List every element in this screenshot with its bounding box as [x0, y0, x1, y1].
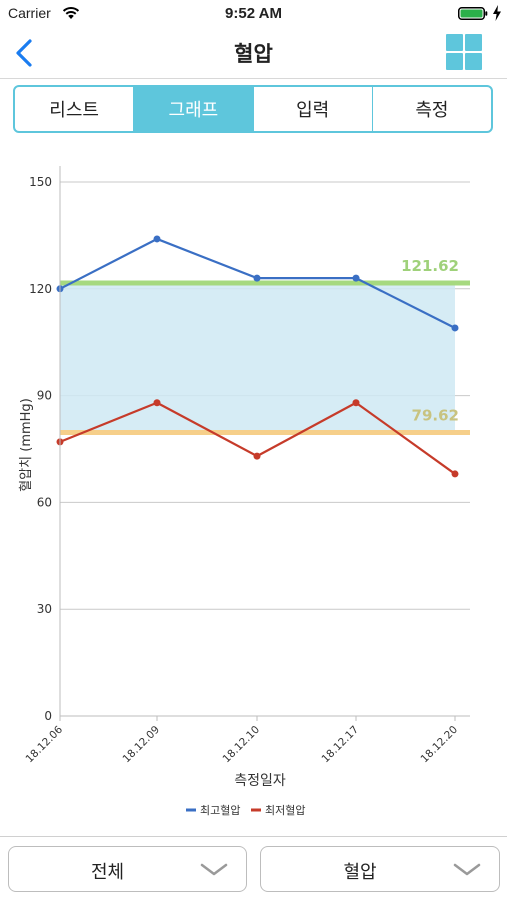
nav-bar: 혈압 [0, 28, 507, 79]
tab-graph[interactable]: 그래프 [133, 87, 253, 131]
view-tabs: 리스트 그래프 입력 측정 [13, 85, 493, 133]
chevron-down-icon [453, 863, 481, 876]
data-point [451, 324, 459, 332]
carrier-label: Carrier [8, 5, 51, 21]
page-title: 혈압 [234, 42, 273, 66]
grid-icon [465, 34, 482, 51]
grid-icon [465, 53, 482, 70]
type-select-value: 혈압 [343, 862, 377, 883]
y-axis-label: 혈압치 (mmHg) [19, 398, 34, 492]
charging-bolt-icon [493, 5, 501, 21]
legend-label: 최고혈압 [200, 803, 240, 817]
chevron-left-icon [16, 39, 32, 67]
y-tick-label: 60 [37, 495, 52, 509]
period-select[interactable]: 전체 [8, 846, 247, 892]
x-tick-label: 18.12.10 [221, 724, 263, 766]
data-point [253, 274, 261, 282]
data-point [153, 399, 161, 407]
data-point [153, 235, 161, 243]
y-tick-label: 150 [29, 175, 52, 189]
reference-line-label: 121.62 [401, 257, 459, 275]
chevron-down-icon [200, 863, 228, 876]
grid-icon [446, 53, 463, 70]
blood-pressure-chart: 0 30 60 90 120 150 121.62 79.62 18.12.06 18.12.… [19, 166, 470, 817]
x-tick-label: 18.12.09 [121, 724, 163, 766]
grid-icon [446, 34, 463, 51]
x-tick-label: 18.12.20 [419, 724, 461, 766]
clock: 9:52 AM [225, 5, 282, 22]
x-tick-label: 18.12.06 [24, 723, 66, 765]
x-axis-label: 측정일자 [234, 773, 286, 789]
y-tick-label: 90 [37, 389, 52, 403]
data-point [352, 399, 360, 407]
legend-label: 최저혈압 [265, 803, 305, 817]
data-point [352, 274, 360, 282]
bottom-toolbar: 전체 혈압 [0, 836, 507, 901]
grid-menu-button[interactable] [444, 32, 484, 72]
back-button[interactable] [10, 36, 40, 70]
data-point [253, 452, 261, 460]
tab-measure[interactable]: 측정 [371, 87, 491, 131]
normal-range-band [60, 283, 455, 433]
reference-line-label: 79.62 [412, 407, 459, 425]
tab-list[interactable]: 리스트 [49, 100, 99, 121]
x-tick-label: 18.12.17 [320, 724, 362, 766]
data-point [451, 470, 459, 478]
tab-input[interactable]: 입력 [252, 87, 372, 131]
status-bar: Carrier 9:52 AM [0, 0, 507, 28]
y-tick-label: 30 [37, 602, 52, 616]
y-tick-label: 120 [29, 282, 52, 296]
y-tick-label: 0 [44, 709, 52, 723]
type-select[interactable]: 혈압 [260, 846, 500, 892]
battery-icon [458, 7, 488, 20]
period-select-value: 전체 [90, 862, 125, 883]
wifi-icon [62, 7, 80, 19]
